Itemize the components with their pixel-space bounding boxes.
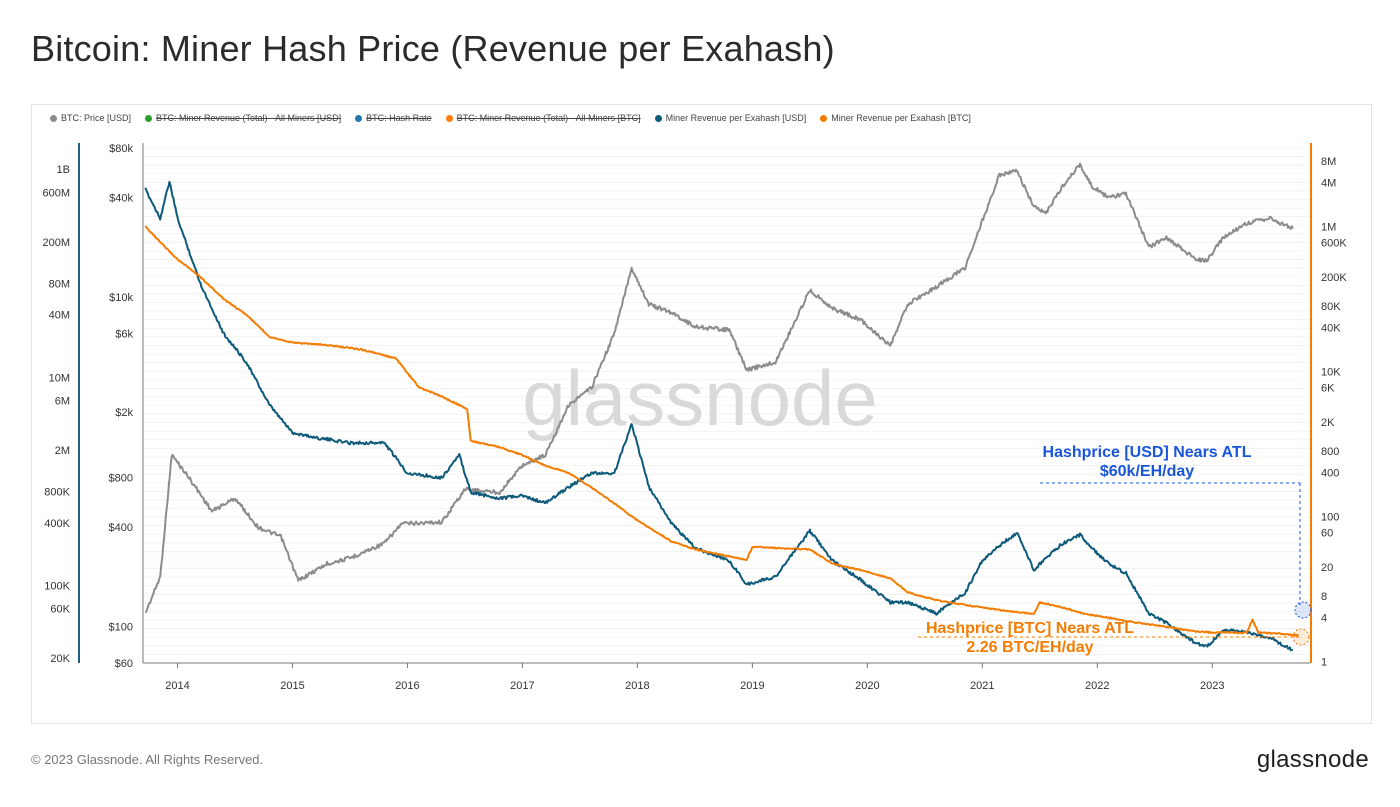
- left-outer-tick-label: 600M: [42, 187, 70, 199]
- left-outer-tick-label: 20K: [50, 653, 70, 665]
- grid: [143, 147, 1310, 664]
- series-line: [145, 162, 1294, 614]
- legend-label: Miner Revenue per Exahash [USD]: [665, 113, 807, 123]
- page-title: Bitcoin: Miner Hash Price (Revenue per E…: [31, 28, 835, 69]
- axes: [78, 143, 1312, 664]
- left-outer-tick-label: 10M: [49, 372, 70, 384]
- x-tick-label: 2020: [855, 680, 879, 692]
- legend-dot-icon: [355, 114, 363, 122]
- left-outer-tick-label: 80M: [49, 278, 70, 290]
- x-tick-label: 2022: [1085, 680, 1109, 692]
- series-lines: [144, 162, 1300, 652]
- price-tick-label: $400: [109, 522, 133, 534]
- series-line: [144, 180, 1293, 652]
- copyright: © 2023 Glassnode. All Rights Reserved.: [31, 752, 264, 767]
- right-tick-label: 1: [1321, 656, 1327, 668]
- legend-item-price-usd[interactable]: BTC: Price [USD]: [50, 113, 131, 123]
- legend-label: Miner Revenue per Exahash [BTC]: [831, 113, 971, 123]
- right-tick-label: 60: [1321, 527, 1333, 539]
- legend-item-revenue-usd[interactable]: BTC: Miner Revenue (Total) - All Miners …: [145, 113, 341, 123]
- legend-item-hashprice-btc[interactable]: Miner Revenue per Exahash [BTC]: [820, 113, 971, 123]
- right-tick-label: 6K: [1321, 382, 1335, 394]
- legend-item-hash-rate[interactable]: BTC: Hash Rate: [355, 113, 432, 123]
- x-tick-label: 2017: [510, 680, 534, 692]
- price-tick-label: $6k: [115, 328, 133, 340]
- x-tick-label: 2018: [625, 680, 649, 692]
- left-outer-tick-label: 60K: [50, 604, 70, 616]
- usd-annotation-value: $60k/EH/day: [1100, 463, 1194, 480]
- right-tick-label: 800: [1321, 446, 1339, 458]
- price-tick-label: $60: [115, 658, 133, 670]
- right-tick-label: 80K: [1321, 301, 1341, 313]
- legend-dot-icon: [820, 114, 828, 122]
- price-tick-label: $40k: [109, 193, 133, 205]
- btc-annotation-title: Hashprice [BTC] Nears ATL: [926, 620, 1134, 637]
- usd-annotation-title: Hashprice [USD] Nears ATL: [1043, 444, 1252, 461]
- legend-label: BTC: Price [USD]: [61, 113, 132, 123]
- right-tick-label: 4M: [1321, 178, 1336, 190]
- legend-dot-icon: [654, 114, 662, 122]
- x-tick-label: 2015: [280, 680, 304, 692]
- left-outer-tick-label: 800K: [44, 487, 70, 499]
- left-outer-tick-label: 1B: [57, 164, 70, 176]
- legend-dot-icon: [145, 114, 153, 122]
- price-tick-label: $2k: [115, 407, 133, 419]
- right-tick-label: 1M: [1321, 221, 1336, 233]
- legend-dot-icon: [50, 114, 57, 122]
- legend-label: BTC: Miner Revenue (Total) - All Miners …: [456, 113, 641, 123]
- price-tick-label: $100: [109, 621, 133, 633]
- legend-item-revenue-btc[interactable]: BTC: Miner Revenue (Total) - All Miners …: [445, 113, 641, 123]
- x-tick-label: 2021: [970, 680, 994, 692]
- price-tick-label: $800: [109, 473, 133, 485]
- glassnode-logo: glassnode: [1256, 746, 1369, 773]
- series-line: [144, 225, 1300, 637]
- right-tick-label: 200K: [1321, 272, 1347, 284]
- watermark: glassnode: [522, 354, 878, 442]
- left-outer-tick-label: 200M: [42, 237, 70, 249]
- right-tick-label: 600K: [1321, 237, 1347, 249]
- right-tick-label: 4: [1321, 613, 1327, 625]
- right-tick-label: 20: [1321, 562, 1333, 574]
- right-tick-label: 10K: [1321, 366, 1341, 378]
- x-tick-label: 2023: [1200, 680, 1224, 692]
- x-tick-label: 2014: [165, 680, 189, 692]
- right-tick-label: 400: [1321, 468, 1339, 480]
- usd-atl-marker: [1294, 601, 1312, 619]
- legend-label: BTC: Miner Revenue (Total) - All Miners …: [156, 113, 342, 123]
- left-outer-tick-label: 40M: [49, 310, 70, 322]
- right-tick-label: 100: [1321, 511, 1339, 523]
- annotations: Hashprice [USD] Nears ATL $60k/EH/day Ha…: [918, 444, 1312, 656]
- x-tick-label: 2019: [740, 680, 764, 692]
- left-outer-tick-label: 6M: [55, 395, 70, 407]
- legend: BTC: Price [USD] BTC: Miner Revenue (Tot…: [50, 113, 971, 123]
- right-tick-label: 8: [1321, 591, 1327, 603]
- legend-dot-icon: [445, 114, 453, 122]
- right-tick-label: 40K: [1321, 323, 1341, 335]
- left-outer-tick-label: 2M: [55, 445, 70, 457]
- btc-atl-marker: [1292, 628, 1310, 646]
- tick-labels: $60 $100 $400 $800 $2k $6k $10k $40k $80k 20K 60K 1…: [42, 143, 1347, 692]
- x-tick-label: 2016: [395, 680, 419, 692]
- price-tick-label: $80k: [109, 143, 133, 155]
- legend-label: BTC: Hash Rate: [366, 113, 432, 123]
- right-tick-label: 8M: [1321, 156, 1336, 168]
- legend-item-hashprice-usd[interactable]: Miner Revenue per Exahash [USD]: [654, 113, 807, 123]
- left-outer-tick-label: 100K: [44, 581, 70, 593]
- right-tick-label: 2K: [1321, 417, 1335, 429]
- left-outer-tick-label: 400K: [44, 518, 70, 530]
- btc-annotation-value: 2.26 BTC/EH/day: [966, 639, 1093, 656]
- price-tick-label: $10k: [109, 292, 133, 304]
